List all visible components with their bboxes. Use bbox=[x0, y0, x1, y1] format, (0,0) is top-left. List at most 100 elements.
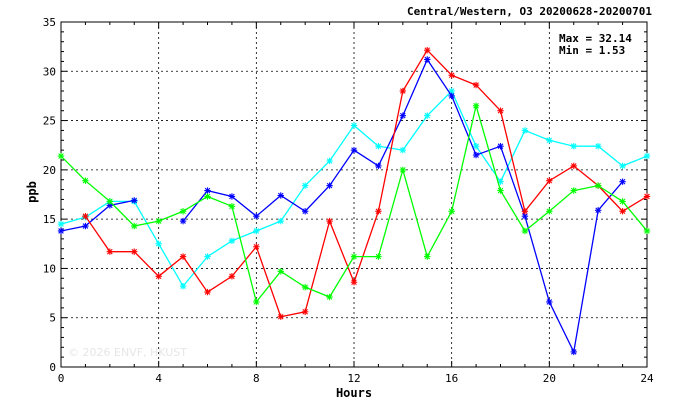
data-point bbox=[131, 197, 138, 204]
grid bbox=[61, 22, 647, 367]
y-tick-label: 10 bbox=[43, 262, 56, 275]
data-point bbox=[594, 207, 602, 214]
data-point bbox=[375, 253, 382, 260]
chart-title: Central/Western, O3 20200628-20200701 bbox=[407, 5, 652, 18]
y-tick-label: 5 bbox=[49, 312, 56, 325]
data-point bbox=[497, 143, 504, 150]
data-point bbox=[375, 208, 382, 215]
data-point bbox=[82, 222, 89, 230]
series-1 bbox=[57, 56, 626, 356]
x-tick-label: 20 bbox=[543, 372, 556, 385]
data-point bbox=[350, 146, 358, 154]
axes: 0 4 8 12 16 20 24 0 5 10 15 20 25 30 35 bbox=[43, 16, 654, 385]
data-point bbox=[546, 208, 553, 215]
data-point bbox=[301, 208, 309, 215]
data-point bbox=[301, 182, 309, 189]
data-point bbox=[277, 217, 284, 225]
data-point bbox=[326, 157, 333, 165]
data-point bbox=[570, 143, 577, 150]
data-point bbox=[350, 279, 358, 286]
data-point bbox=[375, 143, 382, 150]
data-point bbox=[619, 208, 626, 215]
data-point bbox=[82, 177, 89, 184]
series-3 bbox=[57, 102, 651, 306]
data-point bbox=[546, 177, 553, 184]
data-point bbox=[131, 222, 138, 230]
data-point bbox=[326, 217, 333, 225]
x-tick-label: 12 bbox=[347, 372, 360, 385]
x-tick-label: 24 bbox=[640, 372, 654, 385]
series-layer bbox=[57, 46, 651, 356]
data-point bbox=[179, 208, 187, 215]
data-point bbox=[228, 193, 236, 200]
data-point bbox=[253, 243, 260, 250]
data-point bbox=[228, 273, 236, 280]
data-point bbox=[424, 253, 431, 260]
data-point bbox=[57, 220, 65, 228]
data-point bbox=[326, 293, 333, 301]
data-point bbox=[399, 112, 407, 119]
y-tick-label: 35 bbox=[43, 16, 56, 29]
data-point bbox=[619, 198, 626, 205]
data-point bbox=[570, 187, 577, 194]
data-point bbox=[350, 122, 358, 129]
series-line bbox=[84, 49, 648, 318]
data-point bbox=[472, 151, 480, 159]
data-point bbox=[155, 273, 162, 280]
data-point bbox=[301, 308, 309, 315]
data-point bbox=[179, 282, 187, 290]
y-tick-label: 0 bbox=[49, 361, 56, 374]
series-2 bbox=[82, 46, 651, 320]
data-point bbox=[643, 193, 651, 200]
data-point bbox=[179, 217, 187, 225]
y-tick-label: 30 bbox=[43, 65, 56, 78]
x-tick-label: 0 bbox=[58, 372, 65, 385]
data-point bbox=[204, 187, 211, 194]
data-point bbox=[253, 227, 260, 235]
data-point bbox=[594, 143, 602, 150]
data-point bbox=[326, 182, 333, 189]
data-point bbox=[179, 253, 187, 260]
data-point bbox=[253, 212, 260, 220]
y-tick-label: 20 bbox=[43, 164, 56, 177]
data-point bbox=[131, 248, 138, 255]
data-point bbox=[472, 81, 480, 89]
data-point bbox=[228, 203, 236, 210]
data-point bbox=[497, 107, 504, 114]
x-tick-label: 16 bbox=[445, 372, 458, 385]
data-point bbox=[448, 208, 455, 215]
data-point bbox=[497, 187, 504, 194]
data-point bbox=[570, 162, 577, 170]
x-tick-label: 4 bbox=[155, 372, 162, 385]
y-axis-label: ppb bbox=[25, 181, 39, 203]
data-point bbox=[399, 146, 407, 154]
series-line bbox=[60, 199, 135, 232]
y-tick-label: 25 bbox=[43, 115, 56, 128]
y-tick-label: 15 bbox=[43, 213, 56, 226]
data-point bbox=[448, 92, 455, 100]
data-point bbox=[57, 227, 65, 235]
data-point bbox=[155, 217, 162, 225]
data-point bbox=[424, 46, 431, 54]
data-point bbox=[155, 240, 162, 247]
data-point bbox=[546, 137, 553, 144]
data-point bbox=[521, 227, 529, 235]
data-point bbox=[106, 198, 114, 205]
data-point bbox=[204, 288, 211, 296]
data-point bbox=[253, 298, 260, 306]
data-point bbox=[472, 143, 480, 150]
data-point bbox=[277, 268, 284, 275]
data-point bbox=[277, 192, 284, 199]
data-point bbox=[399, 87, 407, 95]
x-axis-label: Hours bbox=[336, 386, 372, 400]
max-label: Max = 32.14 bbox=[559, 32, 632, 45]
data-point bbox=[204, 193, 211, 200]
data-point bbox=[521, 127, 529, 134]
data-point bbox=[570, 348, 577, 356]
data-point bbox=[350, 253, 358, 260]
data-point bbox=[521, 208, 529, 215]
data-point bbox=[619, 162, 626, 170]
data-point bbox=[619, 178, 626, 185]
data-point bbox=[228, 237, 236, 245]
